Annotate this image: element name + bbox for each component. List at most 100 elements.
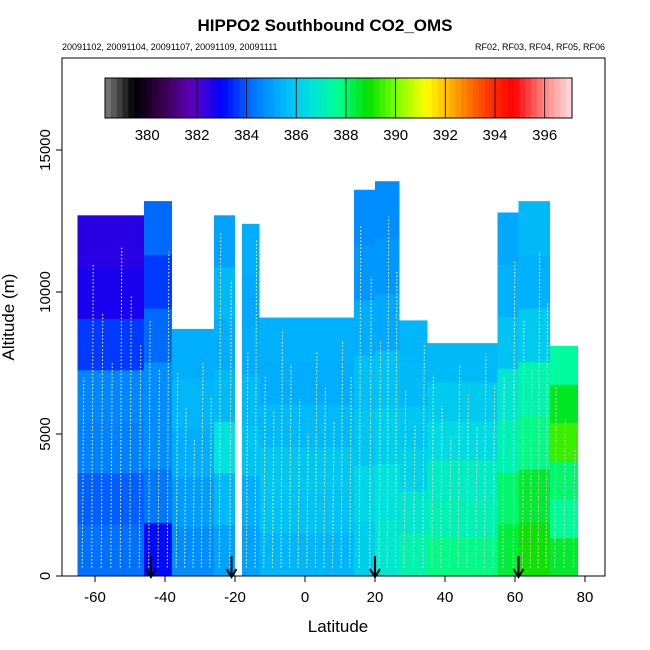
heat-cell bbox=[354, 300, 375, 356]
colorbar-swatch bbox=[332, 78, 340, 118]
heat-cell bbox=[77, 472, 144, 525]
flight-track bbox=[119, 247, 123, 568]
flight-track bbox=[358, 224, 362, 568]
arrow-layer bbox=[145, 556, 525, 579]
colorbar-swatch bbox=[192, 78, 199, 118]
heat-cell bbox=[518, 415, 550, 470]
colorbar-swatch bbox=[215, 78, 223, 118]
flight-track bbox=[413, 423, 416, 568]
heat-cell bbox=[259, 532, 354, 576]
colorbar-swatch bbox=[338, 78, 345, 118]
heat-cell bbox=[518, 308, 550, 363]
colorbar-swatch bbox=[122, 78, 129, 118]
heat-cell bbox=[144, 308, 172, 363]
flight-dates: 20091102, 20091104, 20091107, 20091109, … bbox=[62, 42, 278, 52]
flight-track bbox=[271, 410, 275, 568]
flight-track bbox=[440, 405, 443, 568]
heat-cell bbox=[172, 526, 214, 576]
colorbar-swatch bbox=[513, 78, 521, 118]
heat-cell bbox=[427, 459, 498, 499]
heat-cell bbox=[242, 475, 260, 527]
colorbar-swatch bbox=[250, 78, 258, 118]
heat-cell bbox=[77, 215, 144, 268]
colorbar-swatch bbox=[466, 78, 474, 118]
x-tick-label: 40 bbox=[437, 589, 454, 606]
plot-frame bbox=[61, 57, 606, 577]
colorbar-swatch bbox=[373, 78, 380, 118]
heat-cell bbox=[144, 361, 172, 416]
colorbar-swatch bbox=[262, 78, 270, 118]
colorbar-swatch bbox=[490, 78, 497, 118]
colorbar-swatch bbox=[297, 78, 305, 118]
heat-cell bbox=[259, 317, 354, 362]
colorbar-tick-label: 392 bbox=[433, 127, 458, 144]
colorbar-swatch bbox=[379, 78, 386, 118]
colorbar-swatch bbox=[169, 78, 176, 118]
colorbar-tick-label: 380 bbox=[135, 127, 160, 144]
colorbar-swatch bbox=[414, 78, 421, 118]
flight-track bbox=[502, 376, 505, 568]
flight-track bbox=[148, 319, 151, 568]
colorbar-swatch bbox=[256, 78, 264, 118]
colorbar-tick-label: 396 bbox=[532, 127, 557, 144]
x-tick-label: 0 bbox=[301, 589, 309, 606]
flight-track bbox=[422, 343, 425, 568]
heat-cell bbox=[144, 201, 172, 256]
chart-title: HIPPO2 Southbound CO2_OMS bbox=[197, 16, 453, 35]
heat-cell bbox=[214, 266, 235, 319]
colorbar-swatch bbox=[151, 78, 159, 118]
flight-track bbox=[314, 352, 318, 568]
heat-cell bbox=[172, 427, 214, 478]
colorbar-swatch bbox=[157, 78, 164, 118]
colorbar-swatch bbox=[396, 78, 404, 118]
colorbar-swatch bbox=[536, 78, 544, 118]
colorbar-swatch bbox=[391, 78, 398, 118]
flight-track bbox=[492, 385, 496, 568]
colorbar-swatch bbox=[402, 78, 410, 118]
colorbar-swatch bbox=[426, 78, 433, 118]
heat-cell bbox=[354, 244, 375, 301]
colorbar-swatch bbox=[303, 78, 310, 118]
colorbar-frame bbox=[104, 77, 573, 119]
colorbar-swatch bbox=[478, 78, 486, 118]
heat-cell bbox=[399, 405, 428, 449]
heat-cell bbox=[427, 498, 498, 538]
colorbar-swatch bbox=[554, 78, 561, 118]
flight-track bbox=[100, 312, 104, 568]
heat-cell bbox=[259, 489, 354, 534]
flight-track bbox=[403, 389, 407, 568]
x-tick-label: -40 bbox=[154, 589, 176, 606]
heat-cell bbox=[497, 368, 519, 421]
heat-cell bbox=[354, 410, 375, 467]
heat-cell bbox=[77, 318, 144, 371]
heat-cell bbox=[497, 212, 519, 265]
heat-cell bbox=[550, 384, 578, 424]
colorbar-swatch bbox=[525, 78, 532, 118]
heat-cell bbox=[518, 468, 550, 523]
colorbar-swatch bbox=[210, 78, 217, 118]
colorbar-swatch bbox=[326, 78, 334, 118]
colorbar-swatch bbox=[431, 78, 439, 118]
colorbar-swatch bbox=[519, 78, 526, 118]
heat-cell bbox=[375, 294, 400, 351]
heat-cell bbox=[172, 378, 214, 429]
colorbar-tick-label: 382 bbox=[184, 127, 209, 144]
heat-cell bbox=[214, 215, 235, 268]
colorbar-swatch bbox=[128, 78, 135, 118]
colorbar-swatch bbox=[461, 78, 468, 118]
heat-cell bbox=[259, 403, 354, 448]
flight-track bbox=[572, 449, 576, 568]
y-tick-label: 10000 bbox=[37, 271, 54, 313]
x-tick-label: 80 bbox=[577, 589, 594, 606]
colorbar-swatch bbox=[507, 78, 515, 118]
heat-cell bbox=[518, 522, 550, 576]
heat-cell bbox=[497, 316, 519, 369]
arrow-head-icon bbox=[225, 568, 238, 579]
flight-track bbox=[378, 341, 382, 568]
flight-track bbox=[289, 364, 292, 568]
colorbar-swatch bbox=[309, 78, 316, 118]
flight-track bbox=[306, 433, 309, 568]
heat-cell bbox=[242, 525, 260, 576]
heat-cell bbox=[242, 223, 260, 275]
colorbar-swatch bbox=[501, 78, 509, 118]
